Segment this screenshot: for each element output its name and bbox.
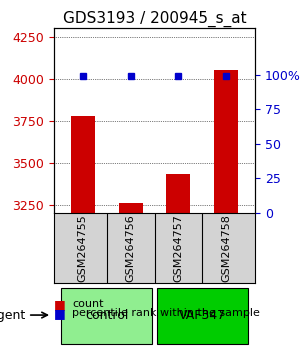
Bar [71, 116, 95, 213]
FancyBboxPatch shape [157, 288, 248, 344]
Text: control: control [85, 309, 128, 321]
FancyBboxPatch shape [61, 288, 152, 344]
Text: GSM264755: GSM264755 [78, 214, 88, 282]
Bar [214, 70, 238, 213]
Text: VAF347: VAF347 [179, 309, 226, 321]
Text: ■: ■ [54, 298, 66, 311]
Text: GSM264757: GSM264757 [173, 214, 183, 282]
Title: GDS3193 / 200945_s_at: GDS3193 / 200945_s_at [63, 11, 246, 27]
Text: ■: ■ [54, 307, 66, 320]
Text: count: count [72, 299, 104, 309]
Text: percentile rank within the sample: percentile rank within the sample [72, 308, 260, 318]
Text: GSM264756: GSM264756 [126, 214, 136, 282]
Bar [118, 203, 142, 213]
Text: agent: agent [0, 309, 26, 321]
Text: GSM264758: GSM264758 [221, 214, 231, 282]
Bar [167, 175, 191, 213]
